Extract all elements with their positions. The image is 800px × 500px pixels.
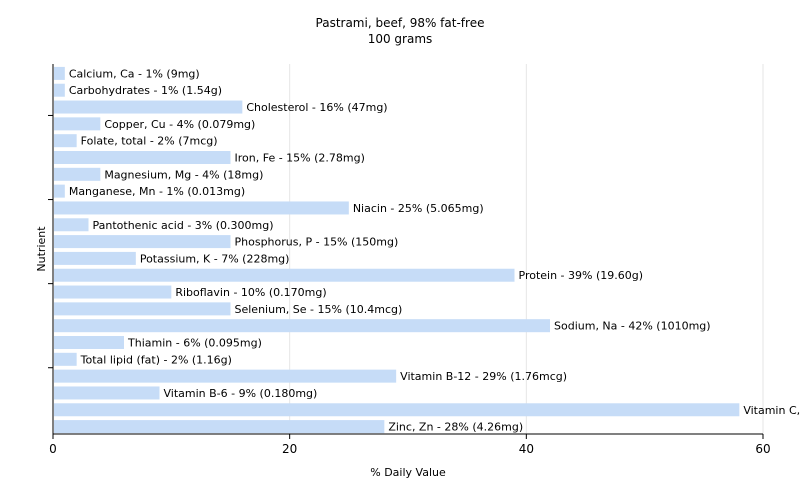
bar: [54, 251, 136, 265]
bar: [54, 184, 65, 198]
y-axis-title: Nutrient: [35, 226, 48, 272]
bar: [54, 369, 397, 383]
bar: [54, 302, 231, 316]
bar-label: Phosphorus, P - 15% (150mg): [235, 236, 399, 249]
bar-label: Protein - 39% (19.60g): [519, 269, 644, 282]
x-tick-label: 20: [282, 442, 297, 456]
bar: [54, 336, 124, 349]
bar: [54, 218, 89, 232]
bars: Calcium, Ca - 1% (9mg) Carbohydrates - 1%…: [54, 66, 800, 434]
bar-label: Vitamin B-6 - 9% (0.180mg): [164, 387, 318, 400]
bar-label: Iron, Fe - 15% (2.78mg): [235, 152, 365, 165]
bar: [54, 117, 101, 131]
x-ticks: 0 20 40 60: [48, 114, 771, 456]
bar-label: Magnesium, Mg - 4% (18mg): [104, 168, 263, 181]
bar-label: Zinc, Zn - 28% (4.26mg): [388, 421, 523, 434]
bar: [54, 235, 231, 249]
bar: [54, 201, 349, 215]
bar-label: Niacin - 25% (5.065mg): [353, 202, 484, 215]
x-tick-label: 40: [519, 442, 534, 456]
chart-subtitle: 100 grams: [367, 32, 433, 46]
bar: [54, 268, 515, 282]
bar: [54, 167, 101, 181]
x-tick-label: 60: [755, 442, 770, 456]
bar-label: Pantothenic acid - 3% (0.300mg): [93, 219, 274, 232]
bar-label: Riboflavin - 10% (0.170mg): [175, 286, 326, 299]
bar-label: Sodium, Na - 42% (1010mg): [554, 320, 711, 333]
bar-label: Calcium, Ca - 1% (9mg): [69, 67, 200, 80]
bar: [54, 403, 740, 417]
x-axis-title: % Daily Value: [370, 466, 446, 479]
x-tick-label: 0: [49, 442, 57, 456]
bar: [54, 319, 550, 333]
bar: [54, 386, 160, 400]
chart-title: Pastrami, beef, 98% fat-free: [315, 16, 485, 30]
bar-label: Folate, total - 2% (7mcg): [81, 135, 218, 148]
bar-label: Copper, Cu - 4% (0.079mg): [104, 118, 255, 131]
bar-label: Manganese, Mn - 1% (0.013mg): [69, 185, 245, 198]
bar: [54, 100, 243, 114]
bar-label: Cholesterol - 16% (47mg): [246, 101, 387, 114]
axes: [52, 64, 763, 435]
bar-label: Total lipid (fat) - 2% (1.16g): [80, 353, 232, 366]
bar: [54, 66, 65, 80]
bar-label: Vitamin C, total ascorbic acid - 58% (34…: [743, 404, 800, 417]
bar: [54, 420, 385, 434]
bar-label: Potassium, K - 7% (228mg): [140, 252, 290, 265]
bar: [54, 83, 65, 97]
bar: [54, 285, 172, 299]
bar: [54, 134, 77, 148]
bar-label: Carbohydrates - 1% (1.54g): [69, 84, 222, 97]
bar: [54, 352, 77, 366]
bar-label: Vitamin B-12 - 29% (1.76mcg): [400, 370, 567, 383]
bar-label: Thiamin - 6% (0.095mg): [127, 337, 262, 350]
bar: [54, 151, 231, 164]
bar-label: Selenium, Se - 15% (10.4mcg): [235, 303, 403, 316]
